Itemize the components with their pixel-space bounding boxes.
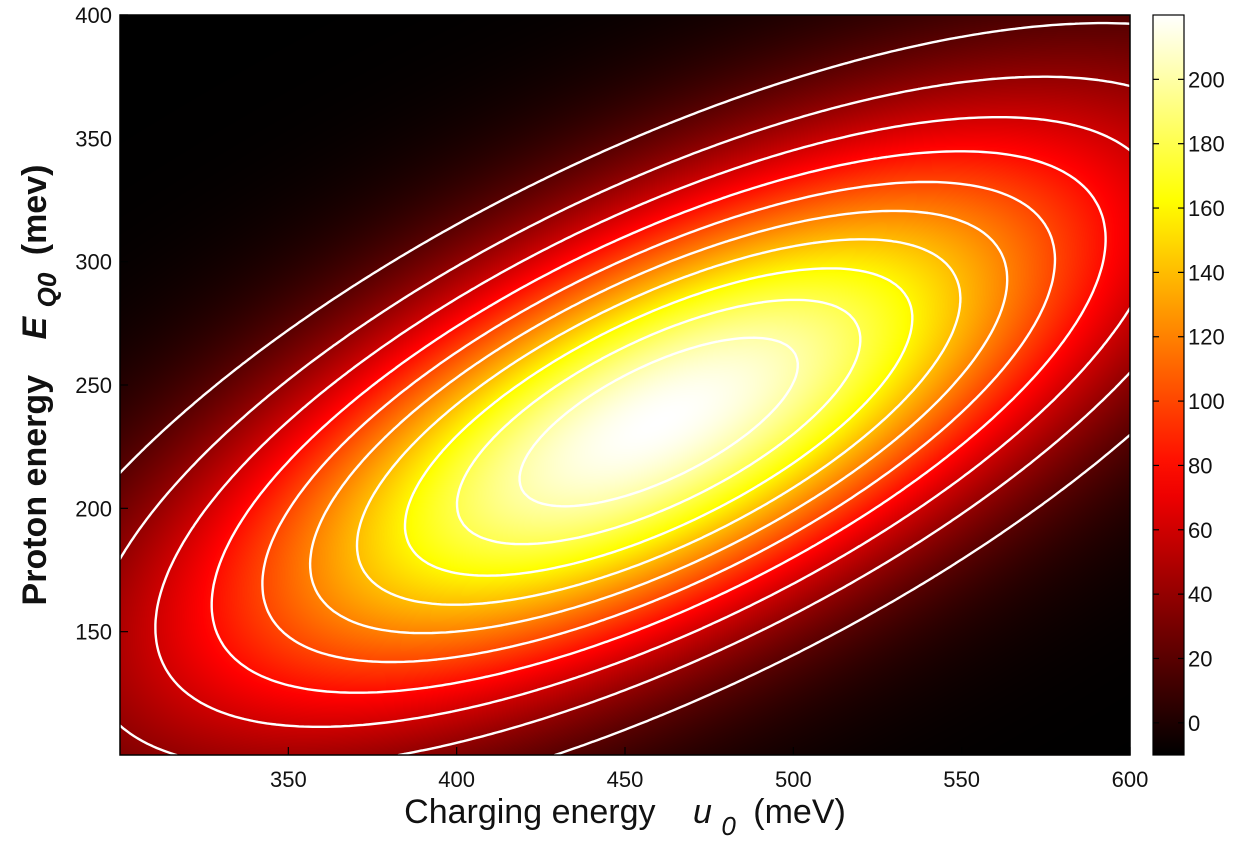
colorbar-tick-label: 140 [1188, 260, 1225, 285]
contour-line-100 [261, 180, 1057, 664]
contour-line-60 [154, 116, 1132, 728]
x-axis-title: Charging energy u 0 (meV) [404, 793, 846, 843]
colorbar-tick-label: 160 [1188, 196, 1225, 221]
y-tick-label: 200 [75, 496, 112, 521]
colorbar-tick-label: 180 [1188, 132, 1225, 157]
x-tick-label: 400 [438, 767, 475, 792]
x-axis-ticks: 350 400 450 500 550 600 [270, 747, 1148, 792]
y-tick-label: 350 [75, 126, 112, 151]
y-tick-label: 400 [75, 3, 112, 28]
colorbar-gradient [1152, 14, 1185, 756]
colorbar-tick-label: 200 [1188, 67, 1225, 92]
x-tick-label: 450 [607, 767, 644, 792]
heatmap-image [120, 15, 1130, 755]
colorbar-tick-label: 20 [1188, 646, 1212, 671]
contour-line-160 [403, 267, 914, 577]
contour-line-200 [518, 336, 799, 508]
x-tick-label: 600 [1112, 767, 1149, 792]
contour-line-40 [118, 75, 1132, 757]
y-tick-label: 250 [75, 373, 112, 398]
contour-lines [118, 21, 1132, 757]
contour-line-140 [355, 238, 962, 606]
contour-line-180 [455, 298, 862, 546]
colorbar-ticks: 0 20 40 60 80 100 120 140 160 180 200 [1153, 67, 1225, 736]
colorbar-tick-label: 80 [1188, 453, 1212, 478]
x-tick-label: 500 [775, 767, 812, 792]
y-axis-ticks: 150 200 250 300 350 400 [75, 3, 128, 645]
contour-line-80 [210, 150, 1107, 694]
colorbar: 0 20 40 60 80 100 120 140 160 180 200 [1152, 14, 1225, 756]
colorbar-tick-label: 60 [1188, 518, 1212, 543]
y-tick-label: 300 [75, 250, 112, 275]
colorbar-tick-label: 100 [1188, 389, 1225, 414]
colorbar-tick-label: 120 [1188, 325, 1225, 350]
colorbar-tick-label: 40 [1188, 582, 1212, 607]
contour-line-120 [308, 209, 1009, 635]
x-tick-label: 350 [270, 767, 307, 792]
y-axis-title: Proton energy E Q0 (mev) [16, 165, 64, 606]
y-tick-label: 150 [75, 620, 112, 645]
colorbar-tick-label: 0 [1188, 711, 1200, 736]
x-tick-label: 550 [943, 767, 980, 792]
plot-area [118, 14, 1132, 757]
